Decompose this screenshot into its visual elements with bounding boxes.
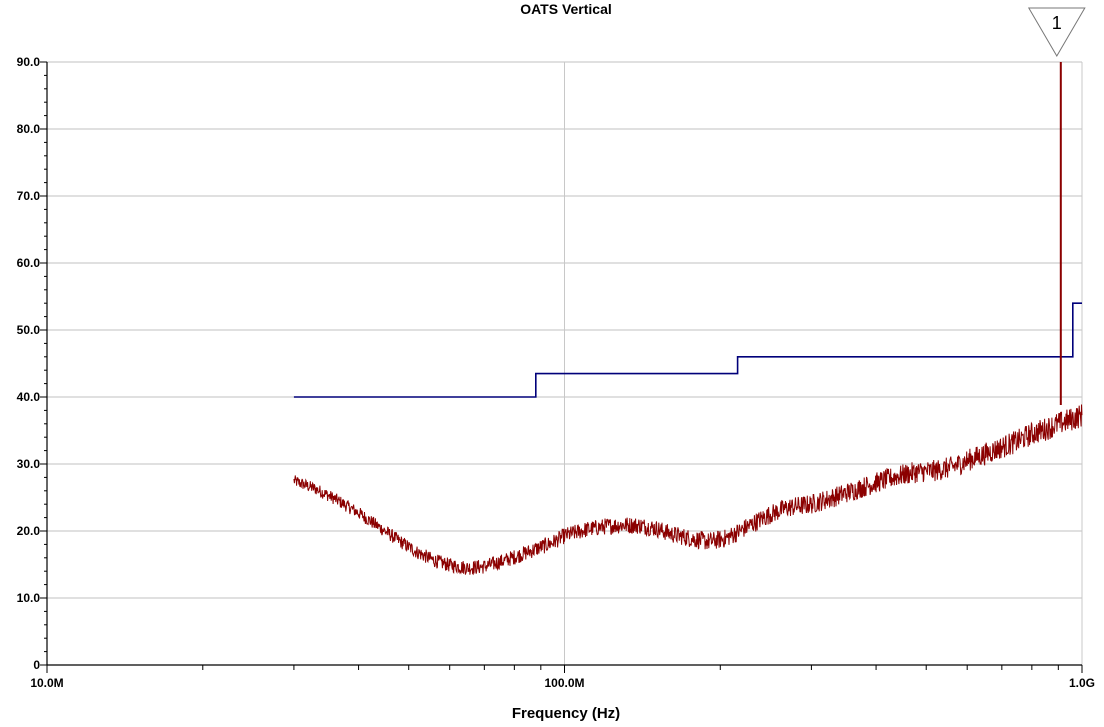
x-tick-label: 1.0G: [1069, 676, 1095, 690]
limit-line: [293, 302, 1082, 398]
x-tick-label: 100.0M: [544, 676, 584, 690]
y-tick-label: 30.0: [17, 457, 41, 471]
y-tick-label: 40.0: [17, 390, 41, 404]
y-tick-label: 80.0: [17, 122, 41, 136]
marker-triangle: [1027, 7, 1086, 57]
x-axis-label: Frequency (Hz): [512, 705, 620, 722]
y-tick-label: 0: [33, 658, 40, 672]
y-tick-label: 70.0: [17, 189, 41, 203]
x-tick-label: 10.0M: [30, 676, 63, 690]
y-tick-label: 20.0: [17, 524, 41, 538]
y-tick-label: 60.0: [17, 256, 41, 270]
y-tick-label: 50.0: [17, 323, 41, 337]
y-tick-label: 10.0: [17, 591, 41, 605]
axes: 0 10.0 20.0 30.0 40.0 50.0 60.0 70.0 80.0 90.0 10.…: [17, 55, 1095, 690]
grid-lines: [46, 61, 1083, 665]
marker-group: 1: [1027, 7, 1086, 405]
y-tick-label: 90.0: [17, 55, 41, 69]
emission-trace: [293, 404, 1083, 576]
chart-title: OATS Vertical: [520, 1, 612, 17]
series-group: [293, 302, 1083, 576]
marker-label: 1: [1052, 13, 1062, 33]
